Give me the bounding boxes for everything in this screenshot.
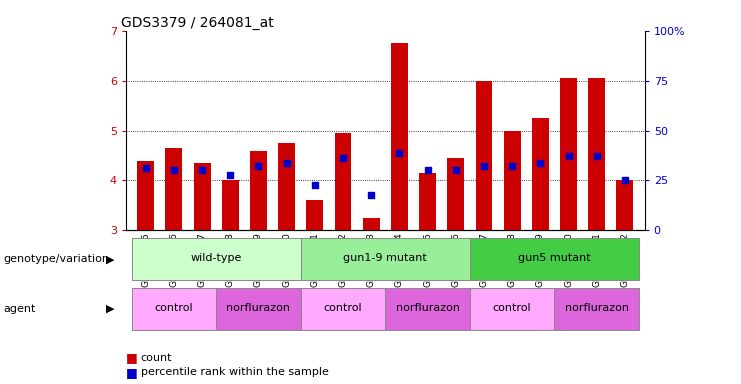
Text: control: control [324, 303, 362, 313]
Text: ▶: ▶ [107, 254, 115, 264]
Bar [588, 78, 605, 230]
Bar [216, 288, 301, 330]
Point [591, 152, 602, 159]
Bar [363, 218, 379, 230]
Point [450, 167, 462, 174]
Text: genotype/variation: genotype/variation [4, 254, 110, 264]
Text: ▶: ▶ [107, 304, 115, 314]
Point [225, 172, 236, 179]
Bar [306, 200, 323, 230]
Point [562, 152, 574, 159]
Bar [250, 151, 267, 230]
Bar [476, 81, 493, 230]
Point [365, 192, 377, 199]
Point [309, 182, 321, 189]
Bar [301, 288, 385, 330]
Bar [419, 173, 436, 230]
Text: count: count [141, 353, 173, 363]
Point [534, 160, 546, 166]
Text: control: control [155, 303, 193, 313]
Bar [137, 161, 154, 230]
Bar [504, 131, 521, 230]
Point [506, 162, 518, 169]
Bar [132, 288, 216, 330]
Point [337, 155, 349, 161]
Bar [132, 238, 301, 280]
Bar [222, 180, 239, 230]
Text: wild-type: wild-type [190, 253, 242, 263]
Point [168, 167, 180, 174]
Bar [532, 118, 549, 230]
Bar [470, 238, 639, 280]
Text: ■: ■ [126, 366, 138, 379]
Point [619, 177, 631, 184]
Point [281, 160, 293, 166]
Point [140, 165, 152, 171]
Text: control: control [493, 303, 531, 313]
Bar [335, 133, 351, 230]
Point [422, 167, 433, 174]
Text: GDS3379 / 264081_at: GDS3379 / 264081_at [121, 16, 273, 30]
Text: norflurazon: norflurazon [227, 303, 290, 313]
Bar [554, 288, 639, 330]
Bar [391, 43, 408, 230]
Point [196, 167, 208, 174]
Bar [193, 163, 210, 230]
Bar [560, 78, 577, 230]
Text: gun5 mutant: gun5 mutant [518, 253, 591, 263]
Point [478, 162, 490, 169]
Text: gun1-9 mutant: gun1-9 mutant [343, 253, 428, 263]
Bar [448, 158, 465, 230]
Point [393, 150, 405, 156]
Text: norflurazon: norflurazon [565, 303, 629, 313]
Bar [470, 288, 554, 330]
Text: ■: ■ [126, 351, 138, 364]
Bar [385, 288, 470, 330]
Text: agent: agent [4, 304, 36, 314]
Point [253, 162, 265, 169]
Text: norflurazon: norflurazon [396, 303, 459, 313]
Bar [617, 180, 634, 230]
Bar [165, 148, 182, 230]
Bar [278, 143, 295, 230]
Text: percentile rank within the sample: percentile rank within the sample [141, 367, 329, 377]
Bar [301, 238, 470, 280]
